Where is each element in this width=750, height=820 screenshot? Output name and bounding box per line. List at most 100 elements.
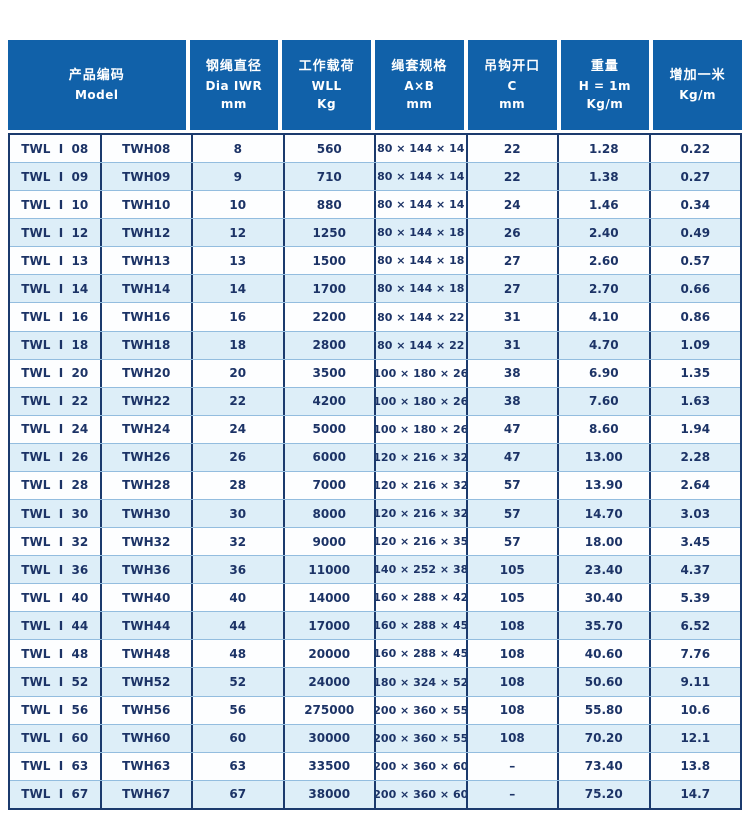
table-cell: TWL I 40 [10,584,102,612]
table-cell: 1250 [285,219,376,247]
table-cell: 8 [193,135,285,163]
table-cell: 47 [468,443,559,471]
table-cell: 80 × 144 × 18 [376,247,468,275]
table-cell: TWL I 48 [10,640,102,668]
table-cell: TWL I 24 [10,415,102,443]
table-cell: TWL I 08 [10,135,102,163]
table-cell: 100 × 180 × 26 [376,387,468,415]
table-cell: 10.6 [680,703,711,718]
table-cell: 9 [193,163,285,191]
table-row: TWL I 09 TWH09 9 710 80 × 144 × 14 22 1.38 0.27 [10,163,740,192]
table-cell: TWH20 [102,359,193,387]
table-cell: 100 × 180 × 26 [376,359,468,387]
table-cell: 13.00 [559,443,651,471]
table-cell: TWH67 [102,780,193,808]
table-cell: 31 [468,303,559,331]
header-line: 重量 [590,59,619,75]
table-row: TWL I 26 TWH26 26 6000 120 × 216 × 32 47 13.00… [10,443,740,472]
header-line: Model [74,87,119,102]
table-row: TWL I 32 TWH32 32 9000 120 × 216 × 35 57 18.00… [10,528,740,557]
table-cell: 22 [468,135,559,163]
table-cell: 22 [193,387,285,415]
table-row: TWL I 44 TWH44 44 17000 160 × 288 × 45 108 35.… [10,612,740,641]
table-cell: 52 [193,668,285,696]
table-cell: TWL I 13 [10,247,102,275]
table-row: TWL I 13 TWH13 13 1500 80 × 144 × 18 27 2.60 0.… [10,247,740,276]
table-cell: 80 × 144 × 22 [376,331,468,359]
table-cell: 24 [193,415,285,443]
table-row: TWL I 10 TWH10 10 880 80 × 144 × 14 24 1.46 0.3… [10,191,740,220]
table-cell: 40 [193,584,285,612]
header-cell-6: 增加一米 Kg/m [653,40,742,130]
table-cell: TWH52 [102,668,193,696]
table-cell: 80 × 144 × 14 [376,191,468,219]
table-cell: 20 [193,359,285,387]
table-cell: 0.49 [680,225,711,240]
table-cell: 14.70 [559,500,651,528]
table-cell: 7000 [285,471,376,500]
header-line: A×B [404,78,435,93]
table-cell: TWL I 12 [10,219,102,247]
table-row: TWL I 12 TWH12 12 1250 80 × 144 × 18 26 2.40 0.… [10,219,740,248]
table-cell: 31 [468,331,559,359]
table-cell: 18.00 [559,528,651,556]
table-cell: – [468,752,559,780]
table-cell: 26 [468,219,559,247]
table-cell: TWL I 60 [10,724,102,752]
table-cell: 1.46 [559,191,651,219]
table-cell: 67 [193,780,285,808]
table-cell: 4200 [285,387,376,415]
table-cell: 200 × 360 × 55 [376,724,468,752]
table-cell: TWL I 22 [10,387,102,415]
table-cell: 28 [193,471,285,500]
table-row: TWL I 63 TWH63 63 33500 200 × 360 × 60–73.40… [10,752,740,781]
table-cell: 12 [193,219,285,247]
table-cell: 14000 [285,584,376,612]
table-cell: 6.52 [680,618,711,633]
table-cell: 13.8 [680,759,711,774]
table-cell: 10 [193,191,285,219]
table-row: TWL I 67 TWH67 67 38000 200 × 360 × 60–75.20… [10,780,740,808]
table-cell: 38 [468,387,559,415]
table-cell: 14.7 [680,787,711,802]
table-cell: 44 [193,612,285,640]
table-cell: TWL I 16 [10,303,102,331]
table-cell: – [468,780,559,808]
table-cell: TWH09 [102,163,193,191]
table-cell: TWH24 [102,415,193,443]
table-cell: 180 × 324 × 52 [376,668,468,696]
table-cell: 1500 [285,247,376,275]
table-cell: TWL I 56 [10,696,102,724]
table-cell: TWH08 [102,135,193,163]
table-cell: 1.38 [559,163,651,191]
table-cell: 40.60 [559,640,651,668]
table-cell: TWL I 36 [10,556,102,584]
table-row: TWL I 22 TWH22 22 4200 100 × 180 × 26 38 7.60 1… [10,387,740,416]
table-cell: 35.70 [559,612,651,640]
header-line: WLL [311,78,342,93]
table-row: TWL I 18 TWH18 18 2800 80 × 144 × 22 31 4.70 1.… [10,331,740,360]
table-cell: TWH26 [102,443,193,471]
table-cell: 105 [468,556,559,584]
table-row: TWL I 30 TWH30 30 8000 120 × 216 × 32 57 14.70… [10,500,740,529]
table-cell: 60 [193,724,285,752]
table-cell: 5.39 [680,590,711,605]
table-cell: 80 × 144 × 22 [376,303,468,331]
table-cell: 24000 [285,668,376,696]
table-cell: TWH56 [102,696,193,724]
table-cell: TWL I 67 [10,780,102,808]
table-cell: 120 × 216 × 32 [376,471,468,500]
table-cell: 63 [193,752,285,780]
table-cell: TWH28 [102,471,193,500]
header-line: Kg/m [679,87,717,102]
table-cell: TWL I 30 [10,500,102,528]
table-cell: TWH10 [102,191,193,219]
table-cell: 108 [468,724,559,752]
table-cell: 75.20 [559,780,651,808]
header-line: C [507,78,517,93]
table-cell: 80 × 144 × 14 [376,135,468,163]
table-row: TWL I 52 TWH52 52 24000 180 × 324 × 52 108 50.… [10,668,740,697]
table-cell: 14 [193,275,285,303]
table-cell: 17000 [285,612,376,640]
